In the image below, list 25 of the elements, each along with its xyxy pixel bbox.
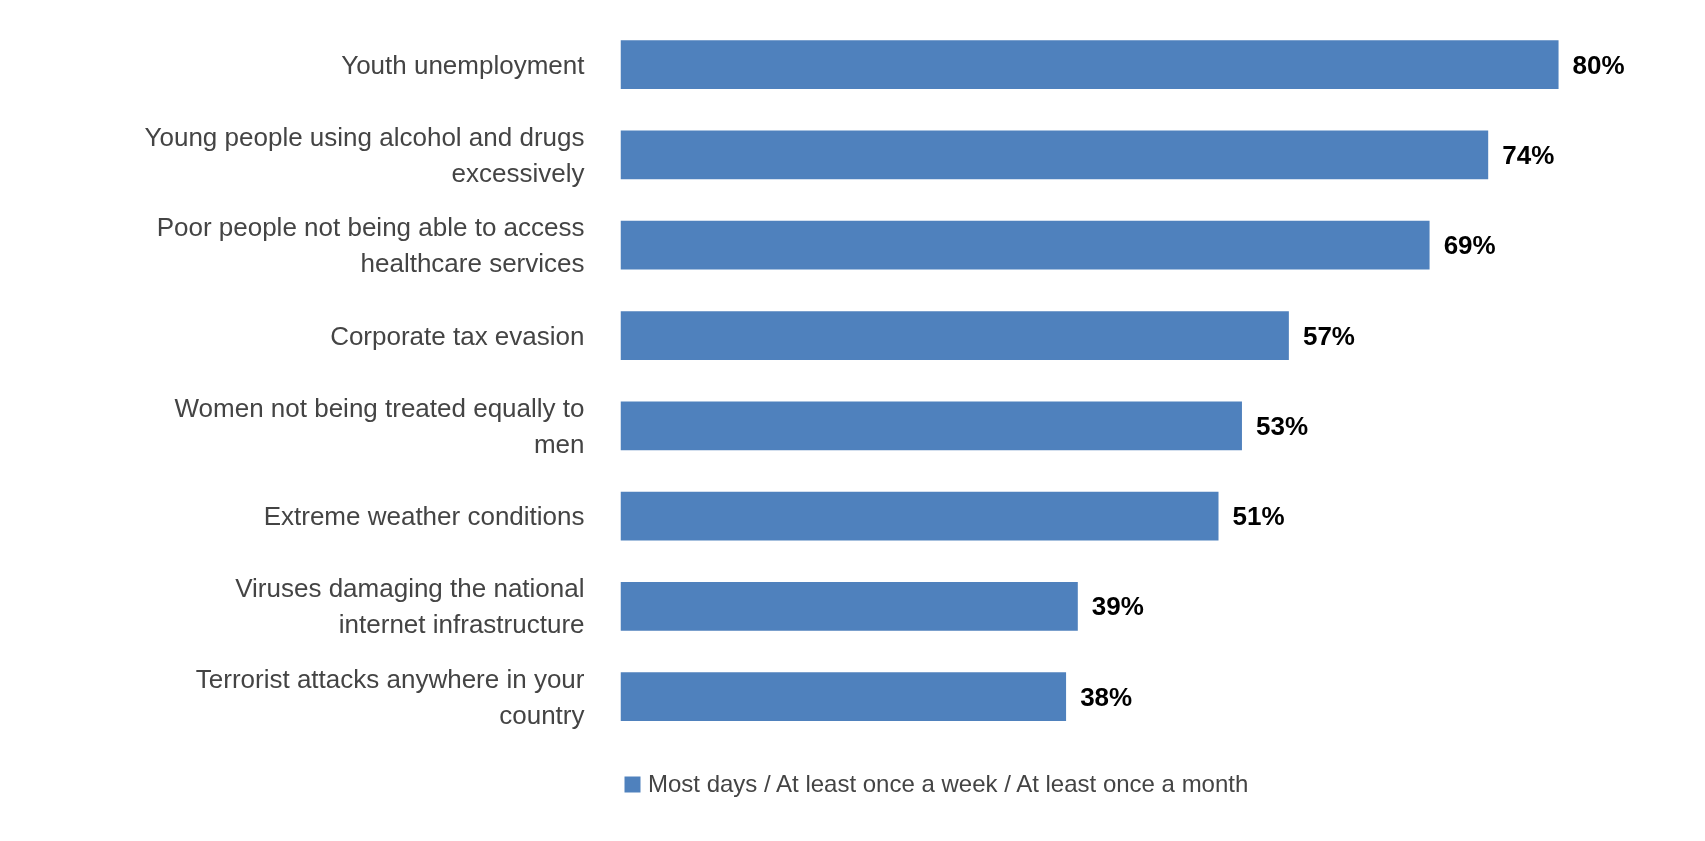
bar (620, 401, 1242, 451)
bar (620, 491, 1219, 541)
y-tick-label: Poor people not being able to access healthcare services (156, 212, 585, 279)
data-label: 39% (1091, 591, 1144, 622)
legend-label: Most days / At least once a week / At least once a month (648, 770, 1249, 798)
bar (620, 220, 1430, 270)
bar (620, 672, 1067, 722)
y-tick-label: Terrorist attacks anywhere in your country (195, 663, 585, 730)
y-tick-label: Viruses damaging the national internet infrastructure (235, 573, 585, 640)
bar (620, 130, 1489, 180)
data-label: 53% (1256, 410, 1309, 441)
y-tick-label: Women not being treated equally to men (174, 392, 585, 459)
data-label: 69% (1443, 230, 1496, 261)
data-label: 74% (1502, 139, 1555, 170)
data-label: 57% (1302, 320, 1355, 351)
data-label: 51% (1232, 501, 1285, 532)
data-label: 80% (1572, 49, 1625, 80)
bar (620, 40, 1559, 90)
bar (620, 582, 1078, 631)
bar (620, 311, 1289, 360)
y-tick-label: Corporate tax evasion (330, 320, 585, 351)
y-tick-label: Young people using alcohol and drugs excessively (144, 121, 585, 188)
data-label: 38% (1080, 681, 1133, 712)
y-tick-label: Youth unemployment (341, 49, 586, 80)
y-tick-label: Extreme weather conditions (263, 501, 585, 532)
